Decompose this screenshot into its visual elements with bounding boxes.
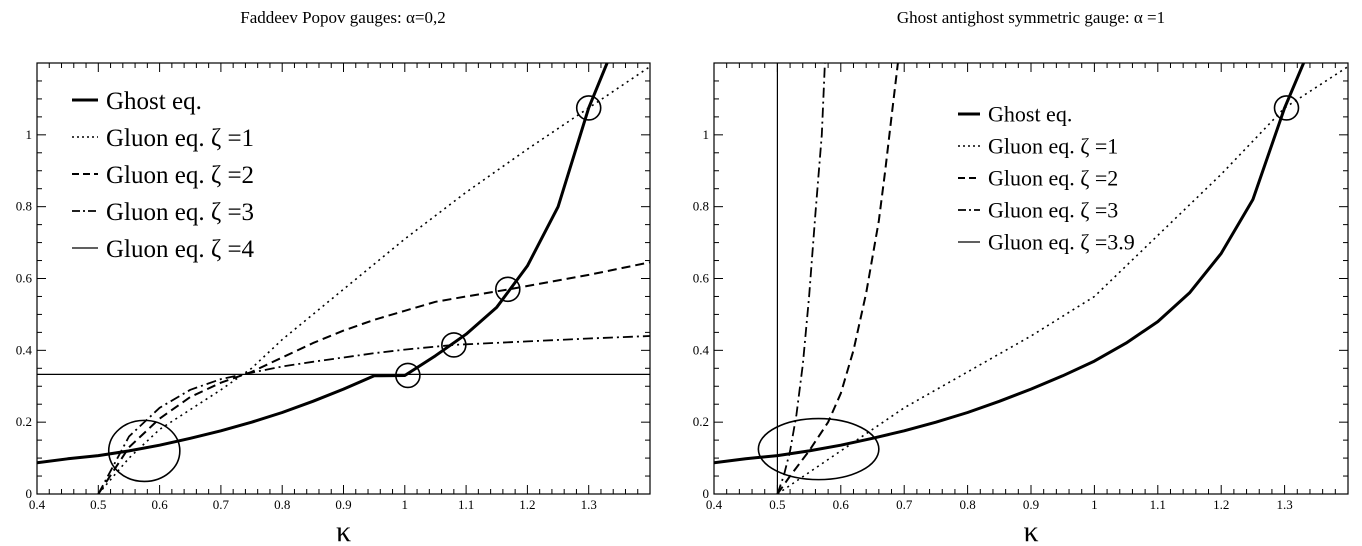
left-intersection-marker <box>441 332 467 358</box>
right-y-tick-label: 0.6 <box>693 271 710 286</box>
left-legend-label: Ghost eq. <box>106 88 202 115</box>
left-chart-title: Faddeev Popov gauges: α=0,2 <box>240 8 445 27</box>
left-x-tick-label: 1.1 <box>458 497 474 512</box>
right-x-tick-label: 0.6 <box>833 497 850 512</box>
right-legend-label: Gluon eq. ζ =3.9 <box>988 230 1135 255</box>
right-x-tick-label: 0.4 <box>706 497 723 512</box>
left-x-axis-label: κ <box>336 515 351 546</box>
left-series-gluon-eqp-3 <box>97 335 650 494</box>
right-x-tick-label: 1 <box>1091 497 1098 512</box>
left-x-tick-label: 0.9 <box>335 497 351 512</box>
right-legend-label: Ghost eq. <box>988 102 1072 127</box>
left-x-tick-label: 1.3 <box>581 497 597 512</box>
right-intersection-marker <box>1273 95 1300 121</box>
right-highlight-ellipse <box>757 417 880 481</box>
right-legend: Ghost eq. Gluon eq. ζ =1 Gluon eq. ζ =2 Glu… <box>958 102 1135 255</box>
left-intersection-marker <box>395 362 421 389</box>
right-series-group <box>714 63 1348 494</box>
right-legend-label: Gluon eq. ζ =1 <box>988 134 1118 159</box>
right-x-tick-label: 0.9 <box>1023 497 1039 512</box>
right-x-tick-label: 0.8 <box>959 497 975 512</box>
right-y-tick-label: 0.2 <box>693 414 709 429</box>
left-chart-panel: Faddeev Popov gauges: α=0,2 0.4 0.5 0.6 0.7 0… <box>16 8 651 546</box>
left-y-tick-label: 0.4 <box>16 342 33 357</box>
left-y-tick-label: 0 <box>26 486 33 501</box>
right-chart-title: Ghost antighost symmetric gauge: α =1 <box>897 8 1165 27</box>
right-legend-label: Gluon eq. ζ =3 <box>988 198 1118 223</box>
left-y-tick-label: 0.6 <box>16 271 33 286</box>
left-x-tick-label: 1.2 <box>519 497 535 512</box>
left-x-tick-label: 0.6 <box>151 497 168 512</box>
right-series-gluon-eqp-3 <box>776 63 826 494</box>
left-legend: Ghost eq. Gluon eq. ζ =1 Gluon eq. ζ =2 Glu… <box>72 88 255 263</box>
left-x-tick-label: 0.5 <box>90 497 106 512</box>
left-y-tick-label: 0.2 <box>16 414 32 429</box>
right-chart-panel: Ghost antighost symmetric gauge: α =1 0.4… <box>693 8 1349 546</box>
right-legend-label: Gluon eq. ζ =2 <box>988 166 1118 191</box>
left-x-tick-label: 0.8 <box>274 497 290 512</box>
right-y-tick-label: 0 <box>703 486 710 501</box>
left-intersection-marker <box>575 95 602 121</box>
left-legend-label: Gluon eq. ζ =1 <box>106 125 254 152</box>
right-x-tick-label: 1.2 <box>1213 497 1229 512</box>
left-intersection-marker <box>494 276 521 303</box>
right-y-tick-label: 0.4 <box>693 342 710 357</box>
left-legend-label: Gluon eq. ζ =2 <box>106 162 254 189</box>
right-series-gluon-eqp-2 <box>776 63 899 494</box>
left-x-tick-label: 1 <box>402 497 409 512</box>
right-y-tick-label: 0.8 <box>693 199 709 214</box>
right-plot-frame <box>713 62 1349 495</box>
left-y-tick-label: 0.8 <box>16 199 32 214</box>
right-series-gluon-eqp-1 <box>776 65 1348 494</box>
right-x-tick-label: 0.7 <box>896 497 913 512</box>
left-series-ghost-eqp <box>37 63 609 465</box>
left-legend-label: Gluon eq. ζ =4 <box>106 236 255 263</box>
left-x-tick-label: 0.7 <box>213 497 230 512</box>
right-y-tick-label: 1 <box>703 127 710 142</box>
right-x-tick-label: 1.3 <box>1276 497 1292 512</box>
left-series-group <box>37 63 650 494</box>
right-x-axis-label: κ <box>1023 515 1038 546</box>
left-highlight-ellipse <box>107 419 181 483</box>
left-legend-label: Gluon eq. ζ =3 <box>106 199 254 226</box>
right-x-tick-label: 0.5 <box>769 497 785 512</box>
left-x-tick-label: 0.4 <box>29 497 46 512</box>
right-x-tick-label: 1.1 <box>1150 497 1166 512</box>
left-y-tick-label: 1 <box>26 127 33 142</box>
right-series-ghost-eqp <box>714 63 1305 465</box>
left-series-gluon-eqp-2 <box>97 261 650 494</box>
